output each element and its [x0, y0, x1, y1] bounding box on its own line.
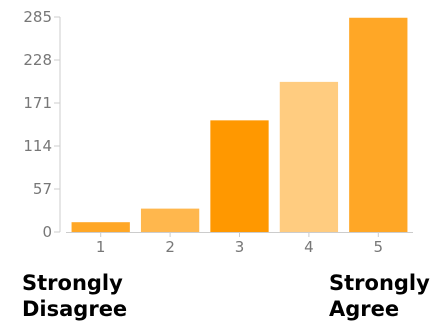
- bar-3: [210, 120, 269, 232]
- scale-label-right-line2: Agree: [329, 297, 400, 321]
- bar-4: [279, 81, 339, 232]
- x-tick-label: 4: [304, 238, 314, 256]
- y-tick-label: 114: [23, 137, 52, 155]
- y-tick-label: 57: [33, 180, 52, 198]
- scale-label-strongly-disagree: Strongly Disagree: [22, 270, 127, 322]
- x-tick-label: 1: [96, 238, 106, 256]
- x-tick-label: 2: [165, 238, 175, 256]
- scale-label-left-line2: Disagree: [22, 297, 128, 321]
- scale-label-left-line1: Strongly: [22, 271, 123, 295]
- bar-1: [71, 222, 130, 232]
- y-tick-label: 0: [42, 223, 52, 241]
- bar-5: [349, 17, 408, 233]
- x-tick-label: 3: [235, 238, 245, 256]
- y-tick-label: 228: [23, 51, 52, 69]
- scale-label-right-line1: Strongly: [329, 271, 430, 295]
- y-tick-label: 171: [23, 94, 52, 112]
- x-tick-label: 5: [374, 238, 384, 256]
- bar-chart: 0 57 114 171 228 285 1 2 3 4 5: [23, 8, 413, 256]
- scale-label-strongly-agree: Strongly Agree: [329, 270, 430, 322]
- y-tick-label: 285: [23, 8, 52, 26]
- bar-2: [140, 208, 200, 232]
